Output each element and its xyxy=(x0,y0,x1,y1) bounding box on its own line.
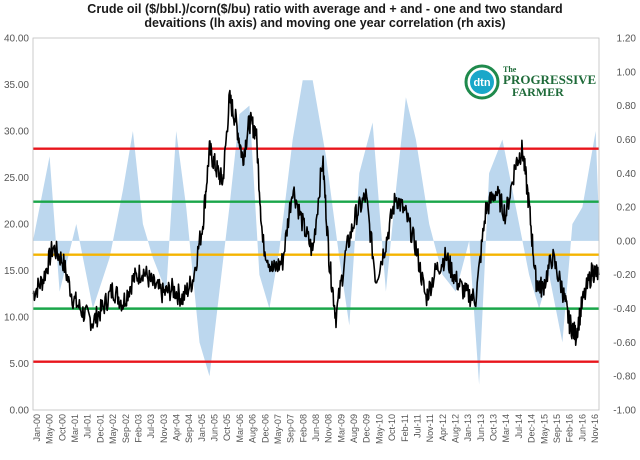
logo-name-line-2: FARMER xyxy=(512,85,564,99)
x-tick-label: Jun-05 xyxy=(210,414,220,442)
x-tick-label: Nov-11 xyxy=(425,414,435,442)
x-tick-label: Jul-11 xyxy=(413,414,423,438)
left-tick-label: 5.00 xyxy=(10,359,30,370)
x-tick-label: May-07 xyxy=(273,414,283,444)
x-tick-label: Feb-03 xyxy=(134,414,144,443)
x-tick-label: Mar-06 xyxy=(235,414,245,443)
left-tick-label: 0.00 xyxy=(10,406,30,417)
right-tick-label: 0.00 xyxy=(617,236,637,247)
x-tick-label: Apr-12 xyxy=(438,414,448,441)
right-tick-label: -0.40 xyxy=(613,304,636,315)
x-tick-label: Aug-12 xyxy=(451,414,461,443)
x-tick-label: Aug-06 xyxy=(248,414,258,443)
x-tick-label: Aug-09 xyxy=(349,414,359,443)
x-tick-label: Jul-01 xyxy=(83,414,93,439)
plot-area xyxy=(32,37,600,411)
x-tick-label: May-00 xyxy=(45,414,55,444)
x-tick-label: Jun-08 xyxy=(311,414,321,442)
ratio-line xyxy=(32,89,600,347)
left-tick-label: 20.00 xyxy=(4,220,29,231)
right-tick-label: -0.80 xyxy=(613,372,636,383)
left-tick-label: 40.00 xyxy=(4,34,29,45)
x-tick-label: Nov-08 xyxy=(324,414,334,443)
left-tick-label: 15.00 xyxy=(4,266,29,277)
x-tick-label: Jan-05 xyxy=(197,414,207,442)
x-tick-label: Nov-16 xyxy=(590,414,600,443)
x-tick-label: Jan-13 xyxy=(463,414,473,442)
x-tick-label: Jan-00 xyxy=(32,414,42,442)
x-tick-label: May-10 xyxy=(374,414,384,444)
right-tick-label: 0.60 xyxy=(617,135,637,146)
x-tick-label: Sep-07 xyxy=(286,414,296,443)
x-tick-label: Oct-05 xyxy=(222,414,232,441)
right-axis-ticks: -1.00 -0.80 -0.60 -0.40 -0.20 0.00 0.20 0.40 0.6… xyxy=(613,34,636,417)
right-tick-label: 0.40 xyxy=(617,169,637,180)
x-tick-label: May-02 xyxy=(108,414,118,444)
right-tick-label: 1.00 xyxy=(617,67,637,78)
left-tick-label: 25.00 xyxy=(4,173,29,184)
x-tick-label: Oct-00 xyxy=(57,414,67,441)
right-tick-label: -1.00 xyxy=(613,406,636,417)
dtn-progressive-farmer-logo: dtn The PROGRESSIVE FARMER xyxy=(464,64,596,100)
x-tick-label: Feb-16 xyxy=(565,414,575,443)
ratio-line-layer xyxy=(32,89,600,347)
right-tick-label: -0.20 xyxy=(613,270,636,281)
x-tick-label: Apr-04 xyxy=(172,414,182,441)
left-tick-label: 10.00 xyxy=(4,313,29,324)
x-tick-label: Mar-01 xyxy=(70,414,80,443)
left-axis-ticks: 0.00 5.00 10.00 15.00 20.00 25.00 30.00 35.00 40… xyxy=(4,34,29,417)
x-tick-label: Oct-10 xyxy=(387,414,397,441)
x-tick-label: Mar-09 xyxy=(336,414,346,443)
x-tick-label: Jun-13 xyxy=(476,414,486,442)
x-axis-ticks: Jan-00 May-00 Oct-00 Mar-01 Jul-01 Dec-01 May-… xyxy=(32,414,600,444)
x-tick-label: Dec-14 xyxy=(527,414,537,443)
right-tick-label: 0.80 xyxy=(617,101,637,112)
x-tick-label: Sep-15 xyxy=(552,414,562,443)
right-tick-label: 0.20 xyxy=(617,203,637,214)
logo-name-line-1: PROGRESSIVE xyxy=(503,72,596,87)
x-tick-label: Jul-03 xyxy=(146,414,156,439)
x-tick-label: Feb-11 xyxy=(400,414,410,442)
x-tick-label: Sep-02 xyxy=(121,414,131,443)
x-tick-label: Dec-01 xyxy=(95,414,105,443)
right-tick-label: 1.20 xyxy=(617,34,637,45)
reference-lines-layer xyxy=(33,147,599,363)
left-tick-label: 35.00 xyxy=(4,80,29,91)
x-tick-label: May-15 xyxy=(539,414,549,444)
x-tick-label: Jun-16 xyxy=(577,414,587,442)
left-tick-label: 30.00 xyxy=(4,127,29,138)
x-tick-label: Jul-14 xyxy=(514,414,524,439)
plot-frame xyxy=(32,37,600,411)
logo-article: The xyxy=(503,65,517,74)
right-tick-label: -0.60 xyxy=(613,338,636,349)
chart-title-line-2: devaitions (lh axis) and moving one year… xyxy=(144,16,505,30)
logo-badge-inner xyxy=(470,70,494,94)
x-tick-label: Sep-04 xyxy=(184,414,194,443)
x-tick-label: Dec-09 xyxy=(362,414,372,443)
x-tick-label: Mar-14 xyxy=(501,414,511,443)
x-tick-label: Nov-03 xyxy=(159,414,169,443)
chart-title-line-1: Crude oil ($/bbl.)/corn($/bu) ratio with… xyxy=(87,2,562,16)
x-tick-label: Oct-13 xyxy=(489,414,499,441)
logo-badge-text: dtn xyxy=(473,77,490,89)
x-tick-label: Dec-06 xyxy=(260,414,270,443)
x-tick-label: Feb-08 xyxy=(298,414,308,443)
